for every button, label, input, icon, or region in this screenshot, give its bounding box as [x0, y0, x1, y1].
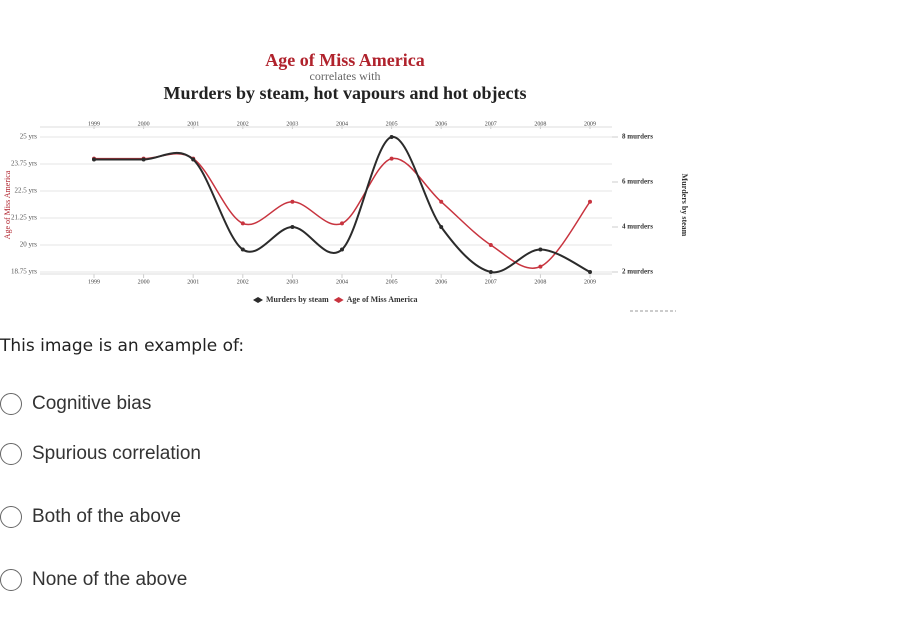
- point: [588, 199, 592, 204]
- chart-title: Age of Miss America: [265, 50, 424, 70]
- point: [92, 157, 96, 162]
- y-axis-title: Age of Miss America: [3, 170, 12, 239]
- option-label[interactable]: Spurious correlation: [32, 443, 201, 464]
- option[interactable]: None of the above: [0, 569, 187, 591]
- option[interactable]: Both of the above: [0, 506, 181, 528]
- point: [290, 225, 295, 229]
- x-tick-label-top: 2004: [336, 121, 348, 127]
- option-label[interactable]: None of the above: [32, 569, 188, 590]
- y2-tick-label: 8 murders: [622, 133, 653, 141]
- option-label[interactable]: Both of the above: [32, 506, 181, 527]
- x-tick-label-top: 2003: [286, 121, 298, 127]
- x-tick-label-top: 2008: [534, 121, 546, 127]
- point: [240, 221, 245, 226]
- y2-tick-label: 4 murders: [622, 223, 653, 231]
- x-tick-label: 2005: [386, 279, 398, 285]
- option[interactable]: Cognitive bias: [0, 393, 151, 415]
- point: [389, 135, 394, 139]
- point: [439, 225, 444, 229]
- radio[interactable]: [0, 569, 22, 591]
- chart-title-2: Murders by steam, hot vapours and hot ob…: [163, 83, 526, 103]
- x-tick-label-top: 2007: [485, 121, 497, 127]
- chart: Age of Miss America correlates with Murd…: [3, 50, 689, 312]
- point: [340, 221, 344, 226]
- radio[interactable]: [0, 506, 22, 528]
- point: [290, 199, 295, 204]
- question-prompt: This image is an example of:: [0, 336, 245, 356]
- x-tick-label: 2009: [584, 279, 596, 285]
- point: [191, 157, 196, 162]
- y2-tick-label: 6 murders: [622, 178, 653, 186]
- point: [488, 243, 493, 247]
- x-tick-label-top: 2002: [237, 121, 249, 127]
- option[interactable]: Spurious correlation: [0, 443, 201, 465]
- x-tick-label-top: 2009: [584, 121, 596, 127]
- point: [439, 199, 444, 204]
- x-tick-label-top: 2001: [187, 121, 199, 127]
- x-tick-label-top: 2000: [138, 121, 150, 127]
- x-tick-label-top: 2005: [386, 121, 398, 127]
- series-line: [93, 136, 591, 274]
- x-tick-label-top: 1999: [88, 121, 100, 127]
- point: [538, 264, 543, 269]
- x-tick-label: 2004: [336, 279, 348, 285]
- y2-axis-title: Murders by steam: [680, 174, 689, 237]
- y-tick-label: 20 yrs: [20, 241, 38, 249]
- y-tick-label: 23.75 yrs: [11, 160, 37, 168]
- y2-tick-label: 2 murders: [622, 268, 653, 276]
- legend-label: Murders by steam: [266, 295, 329, 304]
- point: [488, 270, 493, 274]
- x-tick-label: 1999: [88, 279, 100, 285]
- y-tick-label: 18.75 yrs: [11, 268, 37, 276]
- y-tick-label: 25 yrs: [20, 133, 38, 141]
- y-tick-label: 21.25 yrs: [11, 214, 37, 222]
- x-tick-label: 2001: [187, 279, 199, 285]
- point: [340, 247, 344, 252]
- x-tick-label: 2008: [534, 279, 546, 285]
- x-tick-label: 2006: [435, 279, 447, 285]
- x-tick-label: 2007: [485, 279, 497, 285]
- x-tick-label-top: 2006: [435, 121, 447, 127]
- radio[interactable]: [0, 443, 22, 465]
- point: [240, 247, 245, 252]
- y-tick-label: 22.5 yrs: [14, 187, 37, 195]
- legend-label: Age of Miss America: [347, 295, 418, 304]
- point: [389, 156, 394, 161]
- legend-marker: [253, 297, 263, 303]
- legend-marker: [333, 297, 344, 303]
- point: [588, 270, 592, 274]
- point: [141, 157, 146, 162]
- x-tick-label: 2003: [286, 279, 298, 285]
- x-tick-label: 2002: [237, 279, 249, 285]
- chart-subtitle: correlates with: [310, 69, 381, 83]
- x-tick-label: 2000: [138, 279, 150, 285]
- option-label[interactable]: Cognitive bias: [32, 393, 152, 414]
- radio[interactable]: [0, 393, 22, 415]
- point: [538, 247, 543, 252]
